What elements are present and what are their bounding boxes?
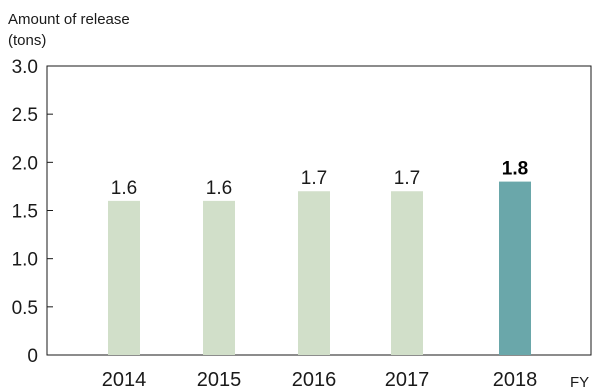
plot-area: 0 0.5 1.0 1.5 2.0 2.5 3.0 1.6 2014 1.6 2015 1.7 2016… xyxy=(12,57,592,390)
x-tick-label: 2017 xyxy=(385,369,430,390)
x-tick-label: 2014 xyxy=(102,369,147,390)
x-axis-unit: FY xyxy=(570,374,589,390)
y-tick-label: 2.0 xyxy=(12,153,38,174)
bar xyxy=(108,200,140,355)
bar xyxy=(203,200,235,355)
data-label: 1.6 xyxy=(206,178,232,199)
y-axis-title-line1: Amount of release xyxy=(8,11,130,28)
y-tick-label: 1.0 xyxy=(12,250,38,271)
bar xyxy=(298,191,330,355)
x-tick-label: 2018 xyxy=(493,369,538,390)
y-axis-title-line2: (tons) xyxy=(8,32,46,49)
data-label: 1.7 xyxy=(394,168,420,189)
data-label: 1.6 xyxy=(111,178,137,199)
bar xyxy=(499,181,531,355)
bar xyxy=(391,191,423,355)
y-tick-label: 0 xyxy=(27,346,38,367)
y-tick-label: 3.0 xyxy=(12,57,38,78)
y-tick-label: 0.5 xyxy=(12,298,38,319)
data-label: 1.7 xyxy=(301,168,327,189)
y-tick-label: 1.5 xyxy=(12,202,38,223)
x-tick-label: 2015 xyxy=(197,369,242,390)
x-tick-label: 2016 xyxy=(292,369,337,390)
y-tick-label: 2.5 xyxy=(12,105,38,126)
data-label: 1.8 xyxy=(502,159,528,180)
